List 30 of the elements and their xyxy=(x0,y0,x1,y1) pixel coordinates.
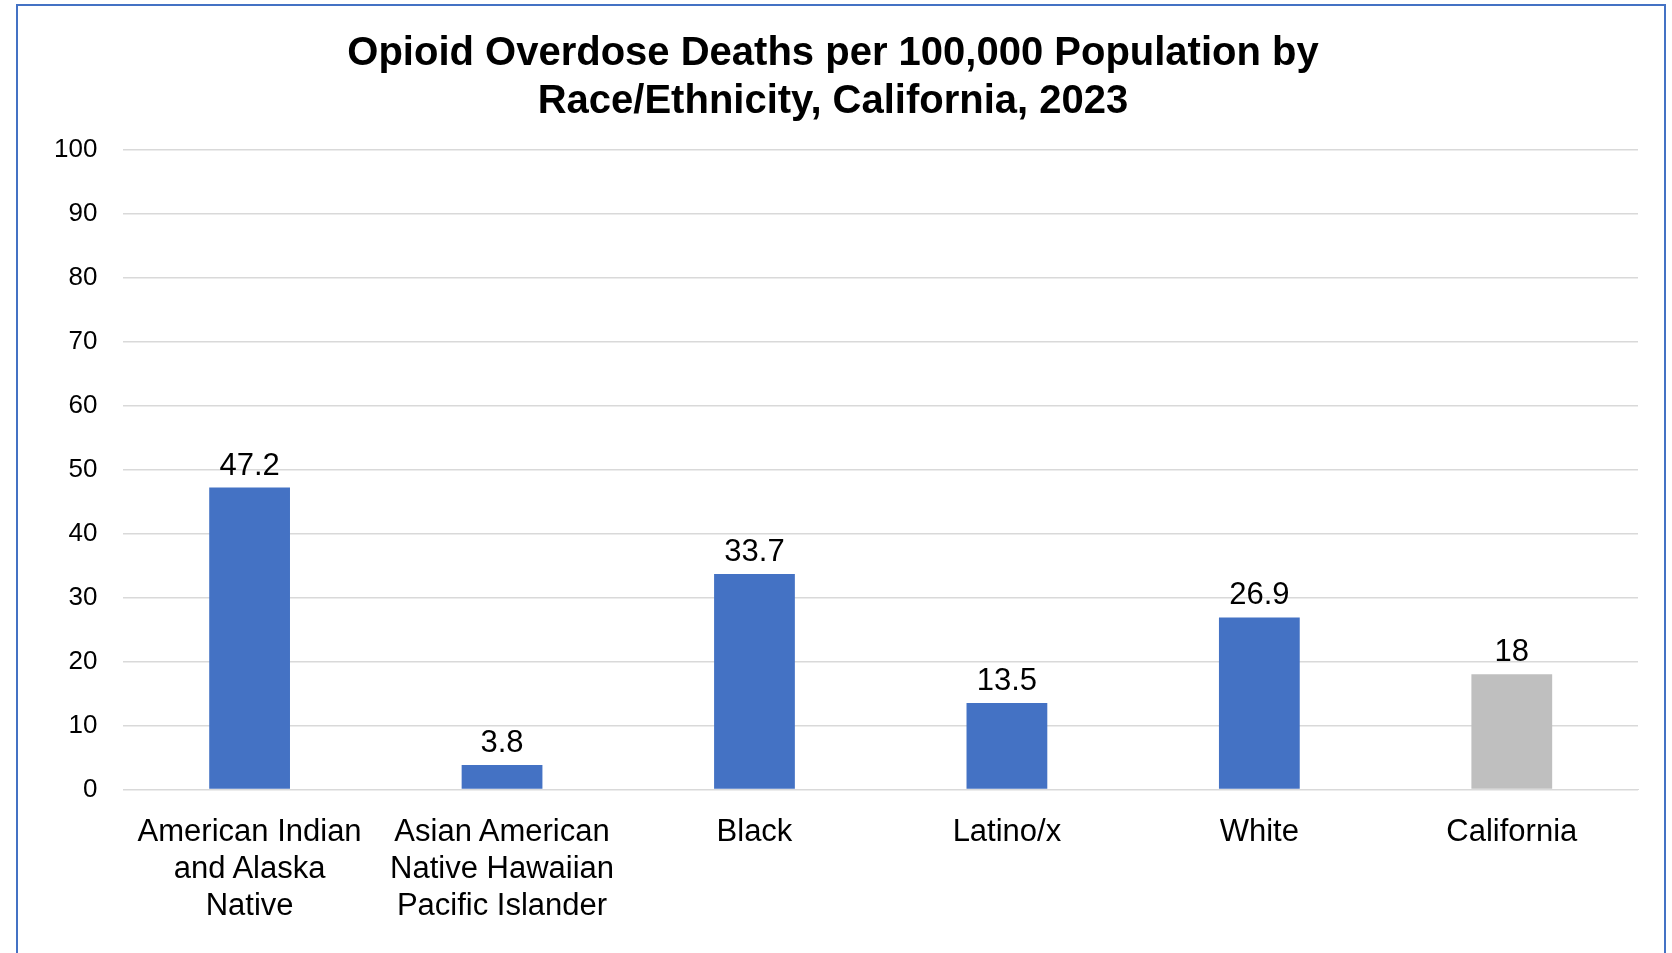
x-tick-label: American Indian and Alaska Native xyxy=(137,812,362,922)
data-label: 47.2 xyxy=(219,446,280,482)
data-label: 33.7 xyxy=(724,532,785,568)
y-tick-label: 100 xyxy=(53,133,98,164)
y-tick-label: 10 xyxy=(68,708,98,739)
y-tick-label: 20 xyxy=(68,644,98,675)
bar xyxy=(1218,617,1300,789)
x-tick-label: Latino/x xyxy=(952,812,1062,848)
data-label: 3.8 xyxy=(480,724,524,760)
y-tick-label: 0 xyxy=(82,772,98,803)
y-tick-label: 60 xyxy=(68,388,98,419)
x-tick-label: Asian American Native Hawaiian Pacific Islander xyxy=(390,812,615,922)
x-tick-label: California xyxy=(1446,812,1579,848)
data-label: 13.5 xyxy=(976,662,1038,698)
bar xyxy=(209,487,290,789)
y-tick-label: 70 xyxy=(68,324,98,355)
bar xyxy=(1471,674,1553,789)
x-tick-label: Black xyxy=(716,812,793,848)
bar xyxy=(461,765,543,789)
y-tick-label: 50 xyxy=(68,452,98,483)
y-tick-label: 30 xyxy=(68,580,98,611)
y-tick-label: 90 xyxy=(68,197,98,228)
y-tick-label: 40 xyxy=(68,516,98,547)
data-label: 26.9 xyxy=(1229,576,1290,612)
bar xyxy=(714,573,795,789)
chart-title: Opioid Overdose Deaths per 100,000 Population by Race/Ethnicity, California, 2023 xyxy=(347,29,1320,122)
data-label: 18 xyxy=(1494,633,1530,669)
x-tick-label: White xyxy=(1219,812,1299,848)
y-tick-label: 80 xyxy=(68,261,98,292)
bar xyxy=(966,703,1048,789)
